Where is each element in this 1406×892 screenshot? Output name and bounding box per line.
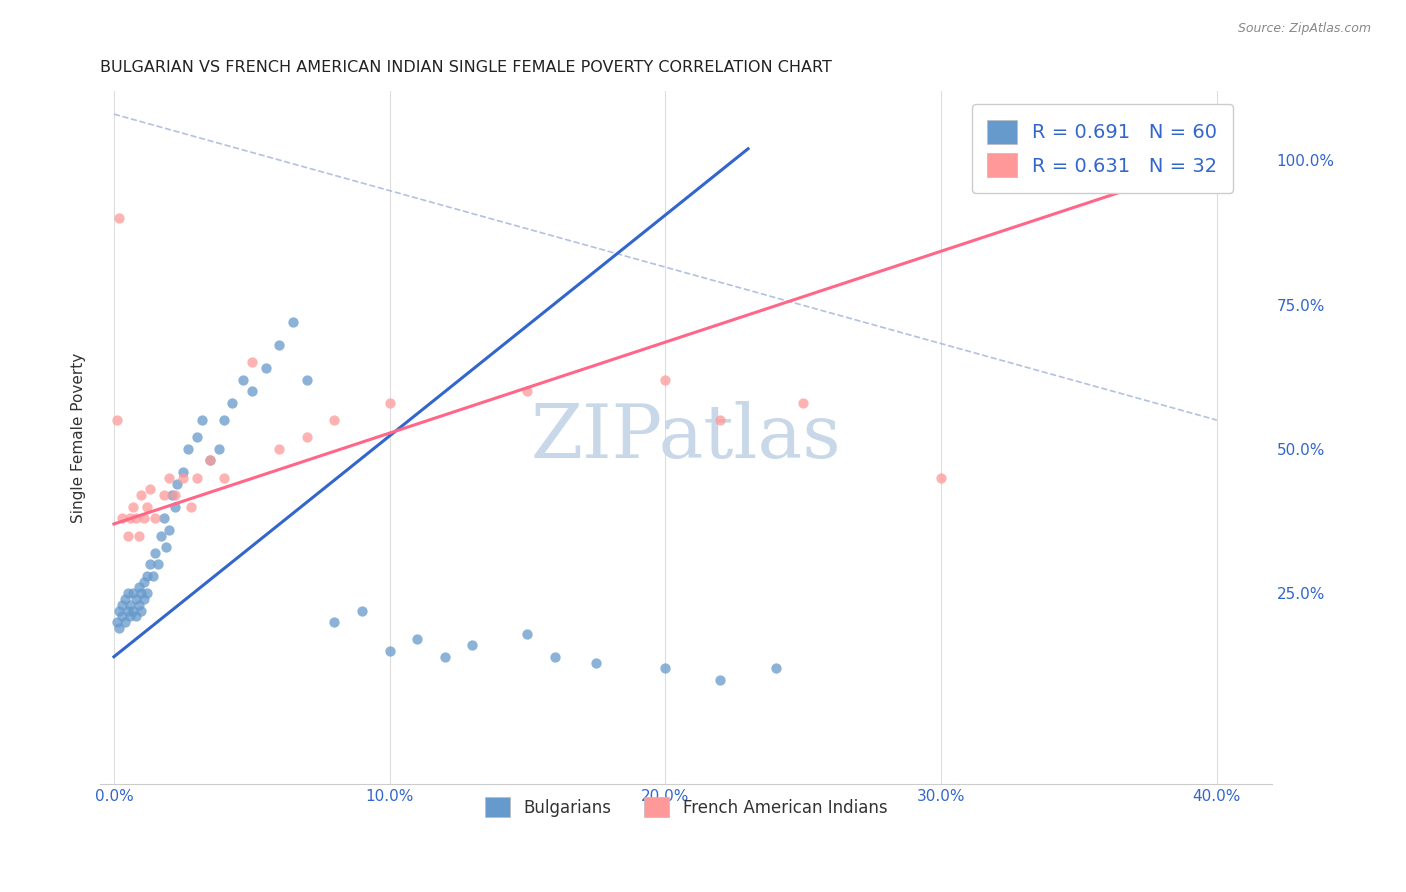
Point [139, 558, 162, 572]
Point [122, 603, 145, 617]
Point [709, 413, 731, 427]
Point [433, 649, 456, 664]
Point [461, 638, 484, 652]
Point [160, 488, 183, 502]
Point [163, 500, 186, 514]
Legend: Bulgarians, French American Indians: Bulgarians, French American Indians [478, 790, 894, 824]
Point [177, 442, 200, 456]
Point [146, 558, 169, 572]
Point [108, 211, 131, 225]
Point [378, 396, 401, 410]
Point [143, 546, 166, 560]
Point [131, 488, 153, 502]
Point [128, 528, 150, 542]
Point [108, 621, 131, 635]
Point [125, 609, 148, 624]
Point [143, 511, 166, 525]
Point [654, 373, 676, 387]
Point [105, 413, 128, 427]
Point [269, 442, 291, 456]
Point [378, 644, 401, 658]
Point [111, 598, 134, 612]
Point [136, 586, 159, 600]
Point [134, 511, 156, 525]
Point [208, 442, 231, 456]
Point [117, 586, 139, 600]
Point [709, 673, 731, 687]
Point [191, 413, 214, 427]
Point [108, 603, 131, 617]
Point [111, 511, 134, 525]
Point [765, 661, 787, 675]
Point [186, 471, 208, 485]
Point [122, 500, 145, 514]
Text: Source: ZipAtlas.com: Source: ZipAtlas.com [1237, 22, 1371, 36]
Point [136, 500, 159, 514]
Point [792, 396, 814, 410]
Point [125, 592, 148, 607]
Point [180, 500, 202, 514]
Point [323, 413, 346, 427]
Point [128, 581, 150, 595]
Point [117, 528, 139, 542]
Point [120, 609, 142, 624]
Point [117, 603, 139, 617]
Point [186, 430, 208, 444]
Point [240, 384, 263, 399]
Point [136, 569, 159, 583]
Point [406, 632, 429, 647]
Text: ZIPatlas: ZIPatlas [530, 401, 841, 474]
Point [200, 453, 222, 467]
Point [295, 373, 318, 387]
Point [157, 471, 180, 485]
Point [105, 615, 128, 629]
Text: BULGARIAN VS FRENCH AMERICAN INDIAN SINGLE FEMALE POVERTY CORRELATION CHART: BULGARIAN VS FRENCH AMERICAN INDIAN SING… [100, 60, 832, 75]
Point [122, 586, 145, 600]
Point [516, 384, 538, 399]
Point [585, 656, 607, 670]
Point [152, 488, 174, 502]
Point [254, 361, 277, 376]
Point [141, 569, 163, 583]
Point [212, 471, 235, 485]
Point [295, 430, 318, 444]
Point [281, 315, 304, 329]
Point [111, 609, 134, 624]
Point [163, 488, 186, 502]
Point [114, 615, 136, 629]
Point [155, 540, 177, 554]
Point [128, 598, 150, 612]
Point [544, 649, 567, 664]
Point [125, 511, 148, 525]
Point [352, 603, 374, 617]
Point [120, 511, 142, 525]
Point [114, 592, 136, 607]
Point [131, 586, 153, 600]
Point [269, 338, 291, 352]
Point [1150, 153, 1173, 168]
Point [323, 615, 346, 629]
Point [240, 355, 263, 369]
Point [232, 373, 254, 387]
Point [131, 603, 153, 617]
Point [134, 574, 156, 589]
Point [149, 528, 172, 542]
Point [134, 592, 156, 607]
Point [157, 523, 180, 537]
Point [120, 598, 142, 612]
Point [152, 511, 174, 525]
Point [172, 471, 194, 485]
Point [200, 453, 222, 467]
Y-axis label: Single Female Poverty: Single Female Poverty [72, 352, 86, 523]
Point [516, 626, 538, 640]
Point [221, 396, 243, 410]
Point [166, 476, 188, 491]
Point [172, 465, 194, 479]
Point [654, 661, 676, 675]
Point [139, 483, 162, 497]
Point [929, 471, 952, 485]
Point [212, 413, 235, 427]
